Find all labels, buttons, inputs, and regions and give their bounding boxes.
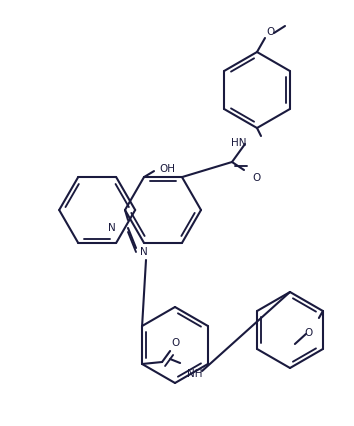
Text: HN: HN	[230, 138, 246, 148]
Text: NH: NH	[187, 369, 202, 379]
Text: O: O	[305, 328, 313, 338]
Text: N: N	[140, 247, 148, 257]
Text: OH: OH	[159, 164, 175, 174]
Text: O: O	[252, 173, 260, 183]
Text: O: O	[266, 27, 274, 37]
Text: N: N	[108, 223, 116, 233]
Text: O: O	[171, 338, 179, 348]
